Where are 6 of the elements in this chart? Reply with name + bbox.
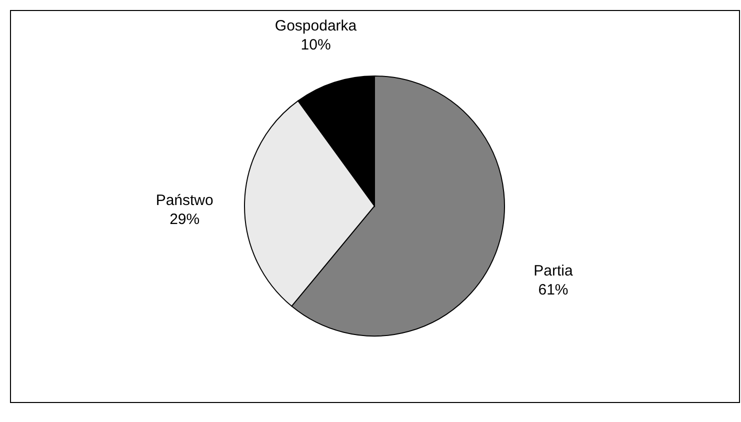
data-label: 10% bbox=[300, 36, 331, 54]
data-label: 29% bbox=[170, 211, 200, 228]
slice-label: Państwo bbox=[156, 192, 214, 210]
data-label: 61% bbox=[538, 281, 568, 298]
slice-label: Gospodarka bbox=[274, 17, 358, 34]
slice-label: Partia bbox=[534, 262, 574, 280]
